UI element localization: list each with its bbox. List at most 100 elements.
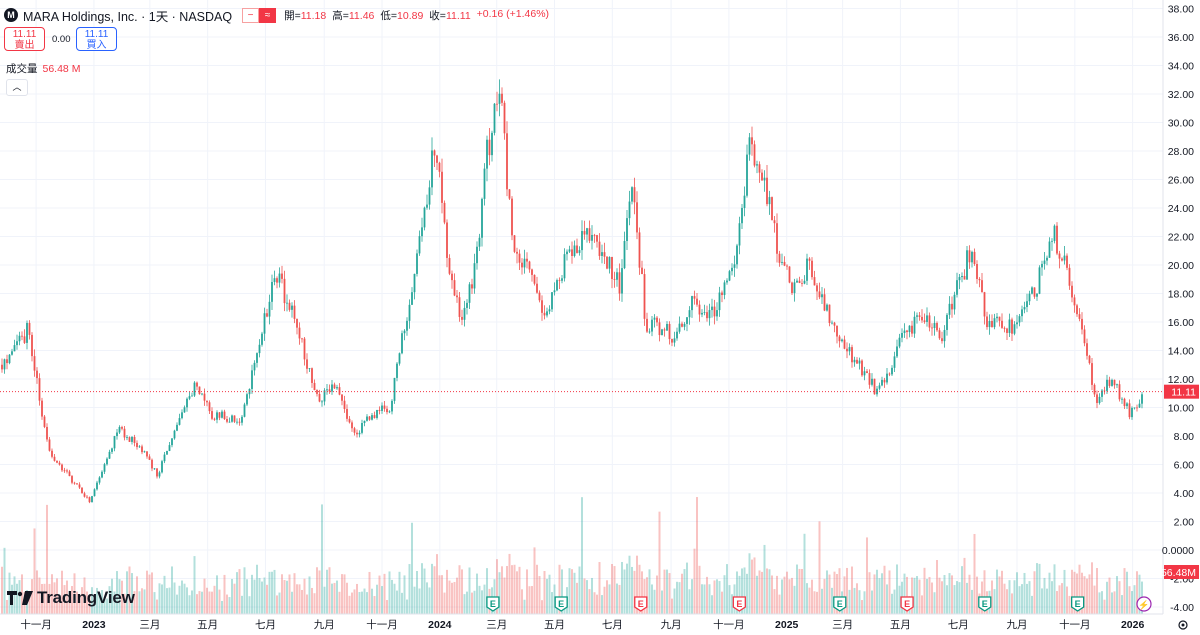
volume-bar bbox=[826, 570, 828, 614]
settings-icon[interactable] bbox=[1178, 620, 1188, 630]
candle-body bbox=[1038, 267, 1041, 294]
candle-body bbox=[1123, 398, 1126, 407]
candle-body bbox=[466, 302, 468, 308]
volume-bar bbox=[956, 581, 958, 614]
price-tick: 2.00 bbox=[1174, 517, 1195, 529]
candle-body bbox=[836, 325, 838, 337]
volume-bar bbox=[703, 584, 706, 614]
candle-body bbox=[681, 323, 683, 327]
volume-bar bbox=[641, 571, 643, 614]
symbol-title[interactable]: MARA Holdings, Inc. · 1天 · NASDAQ bbox=[23, 9, 233, 24]
volume-bar bbox=[738, 575, 741, 614]
candle-body bbox=[36, 370, 38, 379]
mara-logo-icon: M bbox=[4, 8, 18, 22]
volume-bar bbox=[423, 568, 426, 614]
volume-bar bbox=[153, 592, 156, 614]
chart-mode-toggle[interactable]: − ≈ bbox=[242, 7, 277, 23]
earnings-icon[interactable]: E bbox=[732, 596, 746, 612]
buy-button[interactable]: 11.11 買入 bbox=[76, 27, 117, 51]
candle-body bbox=[528, 261, 531, 270]
candle-body bbox=[496, 103, 498, 105]
earnings-icon[interactable]: E bbox=[900, 596, 914, 612]
volume-bar bbox=[1126, 571, 1128, 614]
volume-bar bbox=[793, 585, 796, 614]
flash-event-icon[interactable] bbox=[1136, 596, 1152, 612]
candle-body bbox=[378, 409, 381, 411]
candle-body bbox=[1076, 305, 1078, 315]
volume-bar bbox=[1081, 572, 1083, 614]
price-tick: 10.00 bbox=[1168, 403, 1194, 415]
candle-body bbox=[766, 177, 768, 205]
volume-bar bbox=[921, 595, 923, 614]
candle-body bbox=[896, 346, 898, 357]
volume-bar bbox=[1053, 564, 1056, 614]
volume-bar bbox=[316, 567, 318, 614]
sell-price: 11.11 bbox=[12, 29, 37, 40]
volume-bar bbox=[173, 582, 176, 614]
candle-body bbox=[593, 234, 596, 236]
price-axis: 38.00 36.00 34.00 32.00 30.00 28.00 26.00 24.00… bbox=[1162, 4, 1194, 615]
tradingview-logo[interactable]: TradingView bbox=[7, 588, 135, 608]
toggle-minus[interactable]: − bbox=[242, 7, 260, 23]
earnings-icon[interactable]: E bbox=[978, 596, 992, 612]
volume-bar bbox=[833, 571, 836, 614]
candle-body bbox=[331, 384, 333, 392]
volume-bar bbox=[446, 569, 448, 614]
volume-bar bbox=[373, 596, 376, 614]
earnings-icon[interactable]: E bbox=[486, 596, 500, 612]
volume-bar bbox=[968, 574, 971, 614]
sell-button[interactable]: 11.11 賣出 bbox=[4, 27, 45, 51]
buy-label: 買入 bbox=[86, 40, 107, 51]
earnings-icon[interactable]: E bbox=[554, 596, 568, 612]
candle-body bbox=[711, 306, 713, 311]
candle-body bbox=[793, 282, 796, 294]
candle-body bbox=[83, 493, 86, 497]
volume-bar bbox=[461, 569, 463, 614]
volume-bar bbox=[906, 576, 908, 614]
volume-bar bbox=[278, 592, 281, 614]
volume-bar bbox=[728, 585, 731, 614]
volume-bar bbox=[953, 585, 956, 614]
time-tick: 五月 bbox=[544, 619, 565, 631]
volume-bar bbox=[131, 573, 133, 614]
volume-bar bbox=[53, 582, 56, 614]
volume-bar bbox=[1031, 595, 1033, 614]
time-tick: 五月 bbox=[890, 619, 911, 631]
volume-bar bbox=[456, 577, 458, 614]
candle-body bbox=[68, 471, 71, 477]
candle-body bbox=[1001, 320, 1003, 328]
toggle-approx[interactable]: ≈ bbox=[259, 7, 277, 23]
volume-label: 成交量 bbox=[6, 63, 38, 75]
candle-body bbox=[1113, 379, 1116, 386]
candle-body bbox=[1071, 285, 1073, 298]
candle-body bbox=[903, 330, 906, 333]
candle-body bbox=[993, 318, 996, 328]
earnings-icon[interactable]: E bbox=[1071, 596, 1085, 612]
candle-body bbox=[1028, 293, 1031, 302]
candle-body bbox=[858, 360, 861, 364]
candle-body bbox=[1041, 263, 1043, 268]
candle-body bbox=[796, 280, 798, 283]
candle-body bbox=[683, 323, 686, 327]
volume-bar bbox=[43, 583, 46, 614]
volume-bar bbox=[816, 591, 818, 614]
earnings-icon[interactable]: E bbox=[634, 596, 648, 612]
volume-bar bbox=[948, 573, 951, 614]
candle-body bbox=[546, 311, 548, 316]
volume-bar bbox=[508, 553, 511, 614]
chevron-up-icon[interactable]: ︿ bbox=[6, 79, 28, 96]
volume-bar bbox=[693, 548, 696, 614]
volume-bar bbox=[1023, 572, 1026, 614]
time-tick: 2024 bbox=[428, 619, 452, 631]
volume-bar bbox=[73, 573, 76, 614]
earnings-icon[interactable]: E bbox=[833, 596, 847, 612]
volume-bar bbox=[216, 575, 218, 614]
candle-body bbox=[636, 202, 638, 233]
volume-bar bbox=[426, 582, 428, 614]
candle-body bbox=[838, 336, 841, 342]
candle-body bbox=[723, 282, 726, 296]
candle-body bbox=[1088, 355, 1091, 364]
candle-body bbox=[203, 393, 206, 401]
ohlc-values: 開=11.18 高=11.46 低=10.89 收=11.11 +0.16 (+… bbox=[284, 8, 549, 23]
